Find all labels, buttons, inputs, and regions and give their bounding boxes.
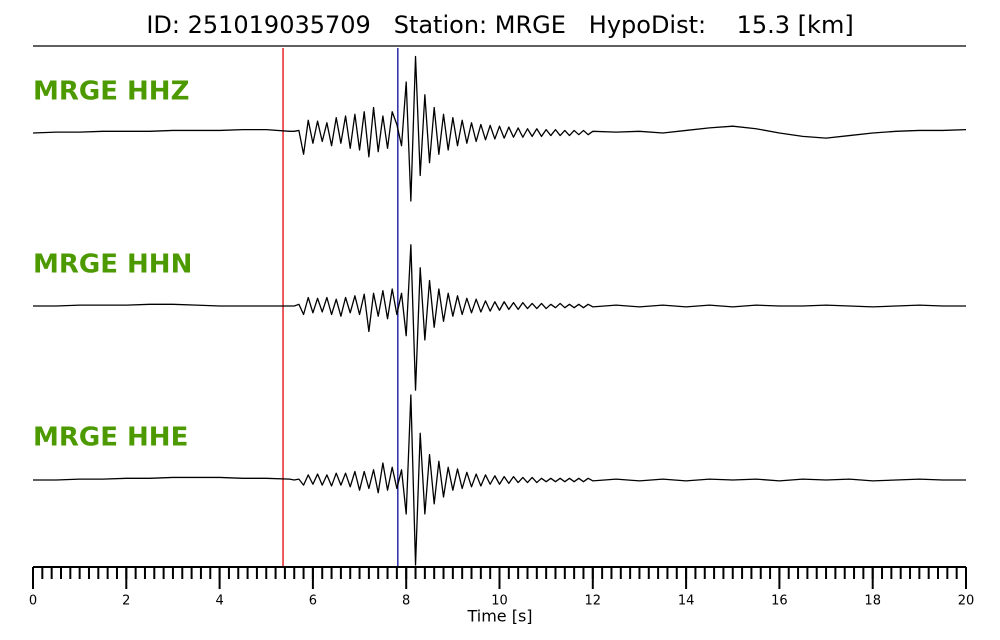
x-tick-label: 16 — [771, 594, 788, 609]
x-tick-label: 4 — [215, 594, 223, 609]
trace-label: MRGE HHZ — [33, 77, 189, 107]
x-tick-label: 0 — [29, 594, 37, 609]
x-tick-label: 20 — [958, 594, 975, 609]
x-tick-label: 6 — [309, 594, 317, 609]
waveform — [33, 394, 966, 566]
waveform — [33, 244, 966, 391]
x-tick-label: 2 — [122, 594, 130, 609]
x-tick-label: 12 — [585, 594, 602, 609]
x-tick-label: 18 — [864, 594, 881, 609]
chart-title: ID: 251019035709 Station: MRGE HypoDist:… — [146, 11, 853, 39]
x-axis-label: Time [s] — [466, 607, 532, 626]
waveform — [32, 55, 967, 202]
x-tick-label: 8 — [402, 594, 410, 609]
x-tick-label: 14 — [678, 594, 695, 609]
trace-label: MRGE HHE — [33, 423, 188, 453]
x-tick-label: 10 — [491, 594, 508, 609]
trace-label: MRGE HHN — [33, 250, 192, 280]
